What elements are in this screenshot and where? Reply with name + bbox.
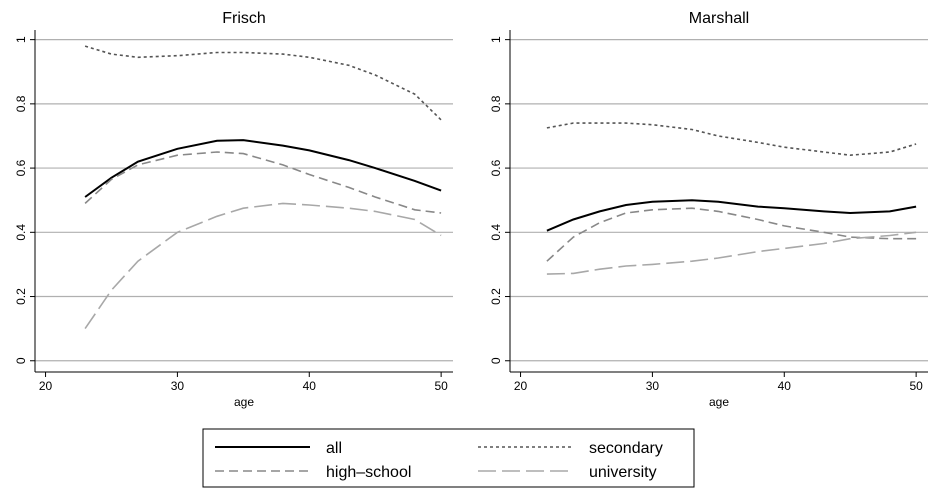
legend-label: university: [589, 464, 657, 481]
y-tick-label: 0.2: [489, 288, 503, 305]
x-tick-label: 30: [646, 379, 660, 393]
y-tick-label: 0.4: [489, 224, 503, 241]
y-tick-label: 0: [14, 357, 28, 364]
y-tick-label: 0.8: [489, 95, 503, 112]
y-tick-label: 0.4: [14, 224, 28, 241]
x-tick-label: 20: [514, 379, 528, 393]
x-tick-label: 40: [303, 379, 317, 393]
x-tick-label: 40: [778, 379, 792, 393]
y-tick-label: 0.6: [489, 159, 503, 176]
legend-box: [202, 428, 695, 488]
series-line: [546, 122, 917, 157]
series-line: [546, 231, 917, 275]
y-tick-label: 1: [14, 36, 28, 43]
y-tick-label: 1: [489, 36, 503, 43]
legend-label: all: [326, 440, 342, 457]
panel-title: Marshall: [689, 10, 749, 27]
x-tick-label: 30: [171, 379, 185, 393]
series-line: [84, 139, 442, 198]
x-tick-label: 50: [434, 379, 448, 393]
series-line: [84, 151, 442, 214]
x-tick-label: 50: [909, 379, 923, 393]
x-axis-label: age: [709, 395, 729, 409]
series-line: [84, 45, 442, 121]
series-line: [546, 207, 917, 262]
series-line: [546, 199, 917, 232]
y-tick-label: 0.2: [14, 288, 28, 305]
series-line: [84, 202, 442, 330]
legend-label: secondary: [589, 440, 663, 457]
legend-label: high–school: [326, 464, 411, 481]
y-tick-label: 0.6: [14, 159, 28, 176]
y-tick-label: 0.8: [14, 95, 28, 112]
x-axis-label: age: [234, 395, 254, 409]
y-tick-label: 0: [489, 357, 503, 364]
x-tick-label: 20: [39, 379, 53, 393]
panel-title: Frisch: [222, 10, 266, 27]
